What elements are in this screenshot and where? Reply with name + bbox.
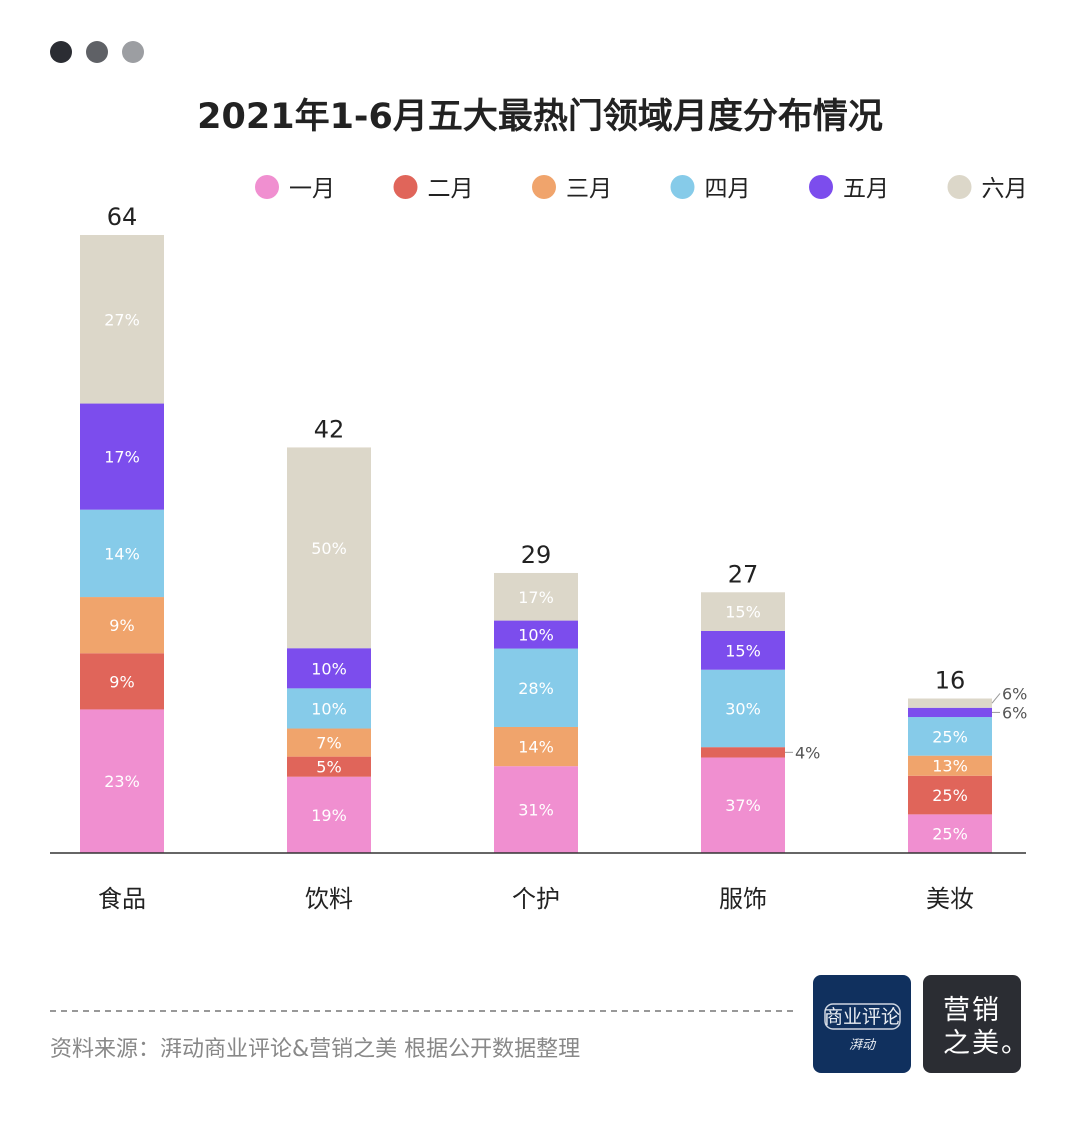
segment-label: 5%	[316, 758, 341, 777]
bar-segment	[701, 631, 785, 670]
legend-label: 五月	[843, 176, 889, 202]
segment-label: 23%	[104, 772, 140, 791]
legend-label: 一月	[289, 176, 335, 202]
bar-segment	[908, 775, 992, 815]
segment-label: 14%	[518, 738, 554, 757]
bars: 23% 9% 9% 14% 17% 27% 64 食品 19% 5% 7% 10% 10% 50% 42 饮料…	[80, 203, 1027, 913]
legend-label: 四月	[705, 176, 751, 202]
bar-segment	[80, 653, 164, 710]
bar-segment	[908, 717, 992, 756]
bar-total-label: 64	[107, 203, 138, 231]
segment-label: 25%	[932, 825, 968, 844]
segment-label: 25%	[932, 786, 968, 805]
segment-label: 30%	[725, 699, 761, 718]
segment-label: 25%	[932, 727, 968, 746]
legend-swatch	[670, 175, 695, 199]
segment-label: 17%	[518, 588, 554, 607]
bar-segment	[908, 814, 992, 853]
bar-segment	[494, 572, 578, 621]
window-dot-maximize[interactable]	[122, 41, 144, 63]
legend-swatch	[532, 175, 556, 199]
category-label: 饮料	[305, 885, 353, 913]
segment-label-leader	[991, 693, 1001, 704]
segment-label: 10%	[311, 659, 347, 678]
bar-total-label: 16	[935, 667, 966, 695]
segment-label: 31%	[518, 801, 554, 820]
bar-segment	[287, 688, 371, 729]
bar-segment	[80, 709, 164, 853]
segment-label: 28%	[518, 679, 554, 698]
bar-segment	[701, 757, 785, 853]
segment-label: 27%	[104, 310, 140, 329]
category-label: 食品	[98, 885, 146, 913]
segment-label: 10%	[311, 699, 347, 718]
logo-shangye-pinglun: 商业评论 湃动	[813, 975, 911, 1073]
category-label: 个护	[512, 885, 560, 913]
legend-label: 二月	[428, 176, 474, 202]
segment-label: 14%	[104, 544, 140, 563]
chart-title: 2021年1-6月五大最热门领域月度分布情况	[197, 97, 883, 137]
svg-text:商业评论: 商业评论	[824, 1006, 900, 1028]
segment-label: 19%	[311, 806, 347, 825]
legend-label: 六月	[982, 176, 1028, 202]
segment-label: 15%	[725, 603, 761, 622]
bar-segment	[701, 669, 785, 748]
bar-segment	[494, 648, 578, 727]
bar-segment	[287, 776, 371, 853]
svg-text:湃动: 湃动	[849, 1038, 877, 1053]
bar-segment	[80, 597, 164, 654]
legend-label: 三月	[566, 176, 612, 202]
window-dot-close[interactable]	[50, 41, 72, 63]
bar-segment	[287, 728, 371, 757]
bar-segment	[701, 592, 785, 632]
segment-label: 9%	[109, 672, 134, 691]
svg-text:之美。: 之美。	[943, 1028, 1030, 1059]
bar-segment	[80, 509, 164, 598]
segment-label: 13%	[932, 757, 968, 776]
segment-label: 37%	[725, 796, 761, 815]
bar-segment	[494, 620, 578, 649]
bar-segment	[908, 698, 992, 708]
category-label: 服饰	[719, 885, 767, 913]
bar-segment	[80, 235, 164, 404]
legend-swatch	[393, 175, 418, 199]
window-dot-minimize[interactable]	[86, 41, 108, 63]
legend-swatch	[947, 175, 972, 199]
segment-label: 4%	[795, 743, 820, 762]
bar-segment	[908, 755, 992, 776]
legend-swatch	[255, 175, 279, 199]
logo-yingxiao-zhimei: 营销 之美。	[923, 975, 1030, 1073]
segment-label: 9%	[109, 616, 134, 635]
svg-text:营销: 营销	[943, 995, 1001, 1026]
source-note: 资料来源：湃动商业评论&营销之美 根据公开数据整理	[50, 1037, 580, 1062]
bar-total-label: 42	[314, 415, 345, 443]
segment-label: 6%	[1002, 684, 1027, 703]
bar-segment	[494, 726, 578, 767]
segment-label: 7%	[316, 734, 341, 753]
bar-segment	[287, 648, 371, 689]
bar-segment	[287, 447, 371, 649]
bar-segment	[908, 707, 992, 718]
segment-label: 17%	[104, 448, 140, 467]
bar-segment	[287, 756, 371, 777]
segment-label: 50%	[311, 539, 347, 558]
legend-swatch	[809, 175, 833, 199]
bar-total-label: 27	[728, 560, 759, 588]
window-controls	[50, 41, 144, 63]
category-label: 美妆	[926, 885, 974, 913]
segment-label: 10%	[518, 626, 554, 645]
bar-total-label: 29	[521, 541, 552, 569]
bar-segment	[494, 766, 578, 853]
segment-label: 15%	[725, 641, 761, 660]
legend: 一月 二月 三月 四月 五月 六月	[255, 175, 1028, 202]
bar-segment	[701, 747, 785, 758]
bar-segment	[80, 403, 164, 510]
segment-label: 6%	[1002, 703, 1027, 722]
